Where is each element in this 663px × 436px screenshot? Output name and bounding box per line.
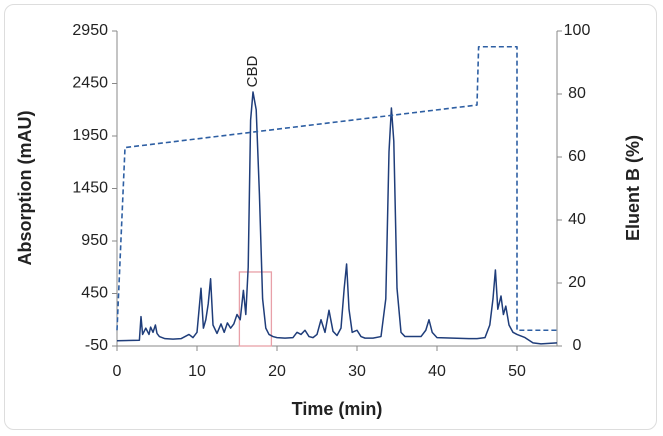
highlight-box (238, 271, 273, 347)
x-tick-label: 10 (188, 363, 206, 380)
y2-tick-label: 20 (568, 274, 586, 291)
y-axis-label: Absorption (mAU) (15, 111, 35, 266)
y2-tick-label: 80 (568, 85, 586, 102)
y-tick-label: 1950 (72, 127, 108, 144)
y2-tick-label: 40 (568, 211, 586, 228)
y-tick-label: 1450 (72, 180, 108, 197)
x-tick-label: 40 (428, 363, 446, 380)
y-tick-label: 950 (81, 232, 108, 249)
y-tick-label: 450 (81, 285, 108, 302)
y-tick-label: 2950 (72, 22, 108, 39)
x-tick-label: 30 (348, 363, 366, 380)
absorption-line (116, 91, 558, 345)
annotation: CBD (244, 55, 261, 87)
y2-tick-label: 60 (568, 148, 586, 165)
card (4, 4, 657, 430)
y2-axis-label: Eluent B (%) (623, 135, 643, 241)
x-tick-label: 0 (113, 363, 122, 380)
x-tick-label: 20 (268, 363, 286, 380)
x-tick-label: 50 (508, 363, 526, 380)
y-tick-label: -50 (85, 337, 108, 354)
y2-tick-label: 0 (573, 337, 582, 354)
eluent-line (116, 45, 557, 332)
y-tick-label: 2450 (72, 75, 108, 92)
x-axis-label: Time (min) (292, 399, 383, 419)
y2-tick-label: 100 (564, 22, 591, 39)
